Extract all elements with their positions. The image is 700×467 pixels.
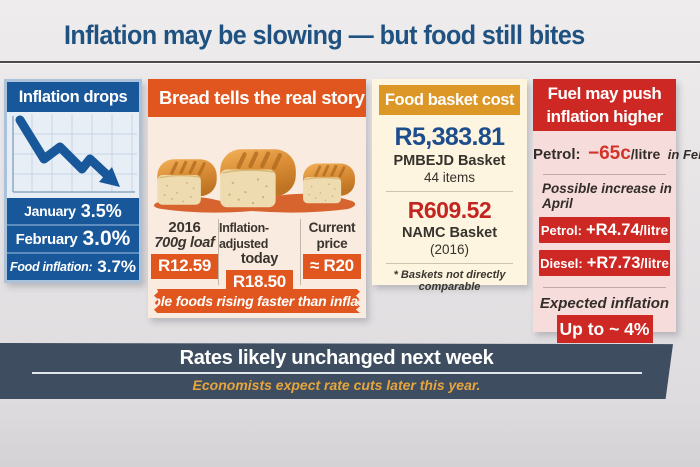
bread-loaf-icon (216, 144, 300, 210)
price-badge: ≈ R20 (303, 254, 361, 279)
col-label: price (316, 236, 348, 251)
feb-note: in Feb (667, 147, 700, 162)
expected-inflation-label: Expected inflation (539, 295, 670, 312)
price-badge: R12.59 (151, 254, 219, 279)
pmbejd-basket-value: R5,383.81 (394, 123, 506, 151)
petrol-feb-value: −65c (587, 143, 631, 164)
inflation-row-january: January 3.5% (7, 198, 139, 224)
page-title: Inflation may be slowing — but food stil… (64, 20, 585, 50)
pmbejd-basket-name: PMBEJD Basket (393, 153, 506, 169)
badge-label: Diesel: (540, 255, 583, 271)
inflation-trend-chart (7, 112, 139, 198)
fuel-panel-header: Fuel may push inflation higher (533, 79, 676, 131)
petrol-april-badge: Petrol: +R4.74/litre (539, 217, 670, 243)
stat-value: 3.0% (82, 227, 131, 250)
bread-ribbon-note: Staple foods rising faster than inflatio… (154, 289, 360, 313)
per-litre-suffix: /litre (639, 222, 669, 238)
banner-divider (31, 372, 642, 374)
bread-col-adjusted: Inflation-adjusted today R18.50 (218, 219, 300, 295)
bread-price-columns: 2016 700g loaf R12.59 Inflation-adjusted… (148, 219, 366, 295)
col-label: Current (308, 220, 356, 235)
badge-value: +R7.73 (586, 253, 641, 272)
inflation-row-food: Food inflation: 3.7% (7, 252, 139, 280)
col-label: Inflation-adjusted (219, 221, 269, 251)
per-litre-suffix: /litre (640, 255, 669, 271)
stat-value: 3.7% (97, 257, 137, 276)
pmbejd-basket-items: 44 items (423, 170, 476, 185)
bread-loaf-icon (300, 160, 358, 205)
april-increase-heading: Possible increase in April (542, 181, 672, 211)
divider (543, 287, 666, 288)
stat-label: February (15, 230, 78, 248)
badge-value: +R4.74 (585, 220, 640, 239)
bread-illustration (148, 117, 366, 219)
stat-label: Food inflation: (9, 260, 93, 274)
rates-banner: Rates likely unchanged next week Economi… (0, 343, 673, 399)
namc-basket-year: (2016) (429, 242, 470, 257)
stat-value: 3.5% (80, 200, 122, 221)
divider (543, 174, 666, 175)
panel-food-basket: Food basket cost R5,383.81 PMBEJD Basket… (372, 79, 527, 293)
namc-basket-value: R609.52 (407, 197, 492, 223)
divider (386, 191, 513, 192)
inflation-row-february: February 3.0% (7, 224, 139, 252)
col-label: 700g loaf (154, 235, 215, 251)
basket-panel-header: Food basket cost (379, 85, 520, 115)
col-label: 2016 (168, 219, 201, 236)
bread-col-current: Current price ≈ R20 (299, 219, 363, 285)
divider (386, 263, 513, 264)
per-litre-suffix: /litre (630, 146, 661, 162)
banner-subtitle: Economists expect rate cuts later this y… (192, 376, 481, 393)
fuel-header-line1: Fuel may push (547, 84, 662, 103)
basket-footnote: * Baskets not directly comparable (393, 269, 506, 293)
bread-loaf-icon (154, 155, 220, 207)
panel-fuel: Fuel may push inflation higher Petrol: −… (533, 79, 700, 343)
title-divider (0, 61, 700, 63)
col-label: today (240, 251, 279, 267)
panel-inflation-drops: Inflation drops January 3.5% Febru (4, 79, 142, 283)
banner-title: Rates likely unchanged next week (179, 347, 494, 369)
panel-bread-story: Bread tells the real story (148, 79, 366, 318)
badge-label: Petrol: (540, 222, 582, 238)
expected-inflation-badge: Up to ~ 4% (556, 315, 653, 343)
namc-basket-name: NAMC Basket (401, 225, 498, 241)
downtrend-arrow-icon (12, 114, 137, 193)
fuel-header-line2: inflation higher (546, 107, 663, 126)
petrol-feb-change: Petrol: −65c/litre in Feb (533, 143, 700, 165)
bread-panel-header: Bread tells the real story (148, 79, 366, 117)
diesel-april-badge: Diesel: +R7.73/litre (539, 250, 670, 276)
stat-label: January (24, 203, 76, 219)
bread-col-2016: 2016 700g loaf R12.59 (151, 219, 219, 285)
inflation-panel-header: Inflation drops (18, 88, 128, 106)
petrol-label: Petrol: (533, 146, 581, 163)
